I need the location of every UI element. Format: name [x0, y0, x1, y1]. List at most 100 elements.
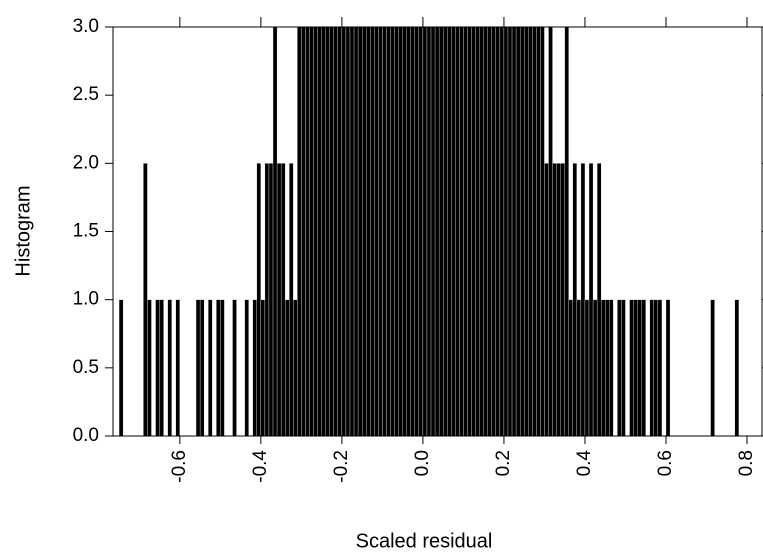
- bar: [560, 163, 565, 436]
- bar: [487, 27, 492, 436]
- x-axis-title: Scaled residual: [356, 530, 493, 552]
- bar: [155, 299, 160, 436]
- x-tick-label: 0.2: [493, 450, 514, 476]
- bar: [657, 299, 663, 436]
- bar: [167, 299, 172, 436]
- bar: [394, 27, 399, 436]
- bar: [313, 27, 318, 436]
- bar: [252, 299, 257, 436]
- bar: [710, 299, 715, 436]
- bar: [568, 299, 573, 436]
- bar: [596, 163, 602, 436]
- bar: [264, 163, 270, 436]
- y-tick-label: 2.5: [73, 84, 99, 105]
- bar: [285, 299, 290, 436]
- y-tick-label: 0.5: [73, 357, 99, 378]
- y-tick-label: 2.0: [73, 152, 99, 173]
- bar: [398, 27, 403, 436]
- bar: [479, 27, 484, 436]
- bar: [438, 27, 444, 436]
- bar: [734, 299, 740, 436]
- bar: [463, 27, 468, 436]
- bar: [293, 299, 298, 436]
- bar: [665, 299, 671, 436]
- y-axis-title: Histogram: [12, 185, 34, 276]
- bar: [309, 27, 314, 436]
- bar: [467, 27, 472, 436]
- bar: [495, 27, 501, 436]
- bar: [653, 299, 659, 436]
- bar: [143, 163, 148, 436]
- y-tick-label: 1.5: [73, 221, 99, 242]
- bar: [511, 27, 517, 436]
- bar: [410, 27, 415, 436]
- bar: [524, 27, 529, 436]
- bar: [430, 27, 436, 436]
- x-tick-label: 0.4: [574, 450, 595, 477]
- bar: [434, 27, 440, 436]
- bar: [195, 299, 201, 436]
- bar: [471, 27, 476, 436]
- bar: [317, 27, 322, 436]
- bar: [556, 163, 561, 436]
- bar: [276, 163, 282, 436]
- bar: [208, 299, 213, 436]
- bar: [268, 163, 274, 436]
- bar: [584, 299, 590, 436]
- bar: [353, 27, 359, 436]
- bar: [366, 27, 371, 436]
- bar: [649, 299, 654, 436]
- bar: [361, 27, 367, 436]
- bar: [414, 27, 420, 436]
- bar: [475, 27, 480, 436]
- x-tick-label: -0.4: [250, 450, 271, 483]
- bar: [199, 299, 205, 436]
- bar: [386, 27, 391, 436]
- bar: [507, 27, 513, 436]
- bar: [532, 27, 537, 436]
- bar: [272, 27, 278, 436]
- bar: [406, 27, 411, 436]
- bar: [519, 27, 525, 436]
- bar: [345, 27, 351, 436]
- bar: [220, 299, 225, 436]
- bar: [118, 299, 124, 436]
- bar: [459, 27, 464, 436]
- bar: [402, 27, 407, 436]
- bar: [544, 163, 549, 436]
- bar: [418, 27, 424, 436]
- y-tick-label: 3.0: [73, 16, 99, 37]
- bar: [637, 299, 642, 436]
- bar: [503, 27, 509, 436]
- bar: [159, 299, 164, 436]
- bar: [382, 27, 387, 436]
- bar: [621, 299, 626, 436]
- bar: [175, 299, 180, 436]
- bar: [321, 27, 326, 436]
- bar: [301, 27, 306, 436]
- bar: [580, 163, 586, 436]
- bar: [515, 27, 521, 436]
- bar: [147, 299, 152, 436]
- bar: [349, 27, 355, 436]
- bar: [572, 163, 578, 436]
- bar: [540, 27, 545, 436]
- bar: [390, 27, 395, 436]
- x-tick-label: 0.8: [736, 450, 757, 476]
- bar: [370, 27, 375, 436]
- bar: [260, 299, 266, 436]
- bar: [216, 299, 221, 436]
- bar: [378, 27, 383, 436]
- bar: [633, 299, 638, 436]
- bar: [297, 27, 302, 436]
- bar: [280, 163, 286, 436]
- bar: [443, 27, 448, 436]
- bar: [483, 27, 488, 436]
- bar: [576, 299, 582, 436]
- bar: [609, 299, 614, 436]
- x-tick-label: 0.0: [412, 450, 433, 476]
- bar: [422, 27, 428, 436]
- bar: [426, 27, 432, 436]
- bar: [548, 27, 553, 436]
